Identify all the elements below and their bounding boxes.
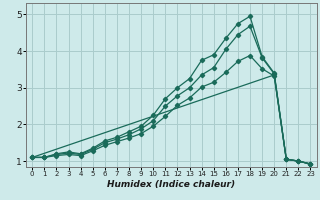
X-axis label: Humidex (Indice chaleur): Humidex (Indice chaleur): [107, 180, 236, 189]
